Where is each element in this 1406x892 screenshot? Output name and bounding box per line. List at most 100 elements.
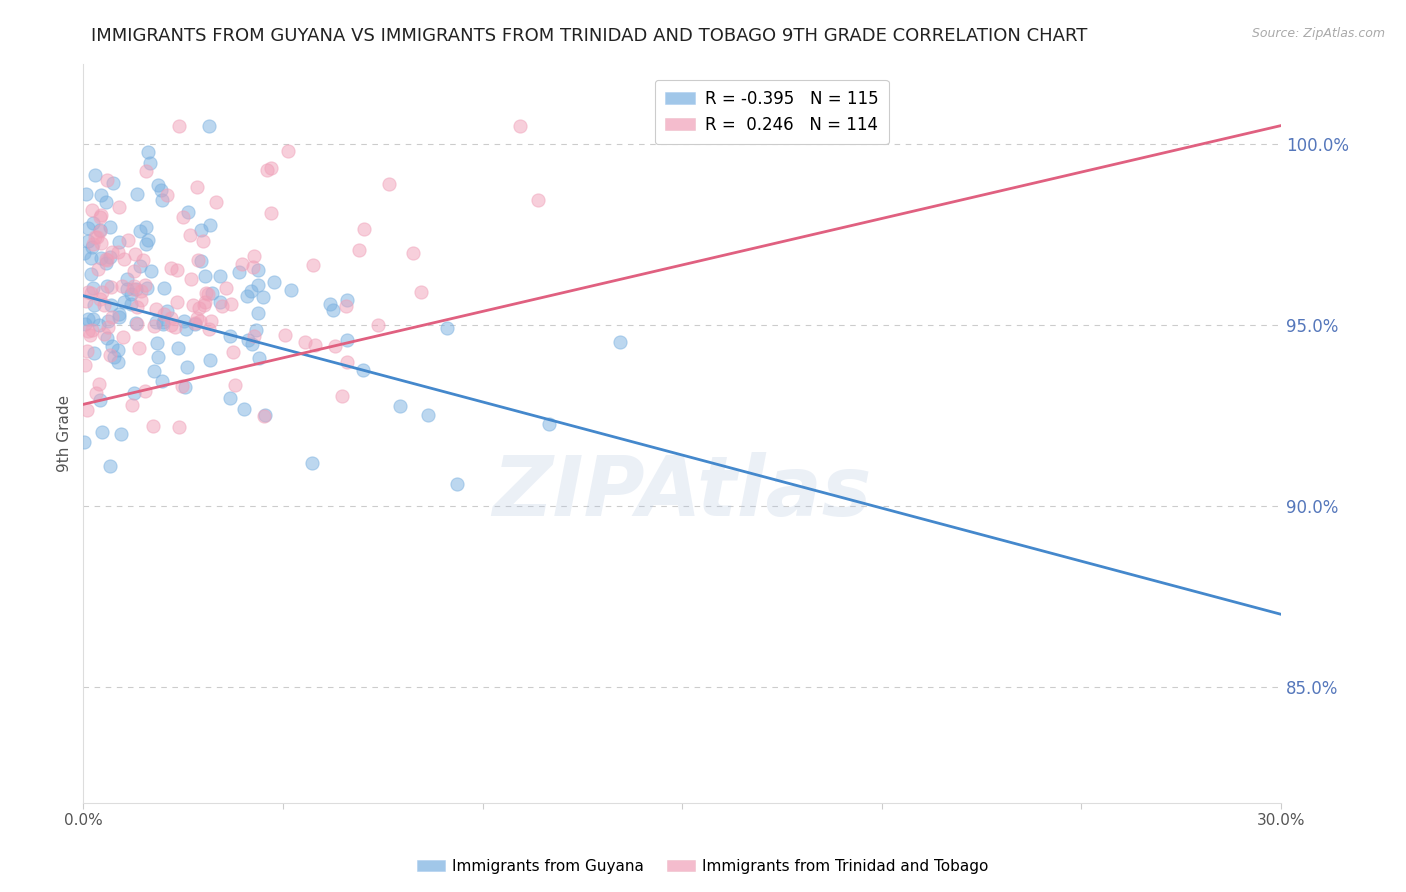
Point <box>135 281 157 295</box>
Point <box>301 456 323 470</box>
Point <box>86 230 108 244</box>
Point <box>200 314 222 328</box>
Point <box>330 389 353 403</box>
Point <box>136 145 159 160</box>
Point <box>180 272 202 286</box>
Point <box>198 119 221 133</box>
Point <box>122 282 145 296</box>
Point <box>80 202 103 217</box>
Point <box>215 281 238 295</box>
Point <box>335 299 357 313</box>
Point <box>166 262 188 277</box>
Point <box>146 335 169 350</box>
Point <box>263 275 285 289</box>
Point <box>142 418 165 433</box>
Point <box>198 352 221 367</box>
Point <box>87 318 110 333</box>
Point <box>125 186 148 201</box>
Point <box>143 319 166 334</box>
Point <box>176 205 198 219</box>
Point <box>97 320 120 334</box>
Point <box>294 334 316 349</box>
Point <box>89 392 111 407</box>
Point <box>446 476 468 491</box>
Point <box>82 216 104 230</box>
Point <box>322 303 344 318</box>
Point <box>163 320 186 334</box>
Point <box>90 236 112 251</box>
Point <box>236 289 259 303</box>
Point <box>240 336 263 351</box>
Point <box>120 297 142 311</box>
Point <box>260 161 283 176</box>
Point <box>98 348 121 362</box>
Point <box>127 317 149 331</box>
Point <box>111 330 134 344</box>
Point <box>86 262 108 277</box>
Point <box>76 312 98 326</box>
Point <box>190 254 212 268</box>
Point <box>197 322 219 336</box>
Point <box>191 235 214 249</box>
Point <box>129 284 152 298</box>
Point <box>187 301 209 315</box>
Legend: Immigrants from Guyana, Immigrants from Trinidad and Tobago: Immigrants from Guyana, Immigrants from … <box>411 853 995 880</box>
Point <box>173 313 195 327</box>
Point <box>146 350 169 364</box>
Point <box>122 263 145 277</box>
Point <box>153 307 176 321</box>
Point <box>107 244 129 259</box>
Point <box>112 252 135 266</box>
Point <box>274 327 297 342</box>
Point <box>129 260 152 274</box>
Point <box>96 172 118 186</box>
Point <box>219 391 242 405</box>
Point <box>122 386 145 401</box>
Point <box>233 401 256 416</box>
Point <box>129 293 152 307</box>
Point <box>101 244 124 259</box>
Point <box>80 267 103 281</box>
Point <box>153 281 176 295</box>
Point <box>146 178 169 192</box>
Point <box>135 236 157 251</box>
Point <box>336 355 359 369</box>
Point <box>409 285 432 299</box>
Point <box>76 344 98 359</box>
Point <box>83 346 105 360</box>
Point <box>107 200 129 214</box>
Point <box>247 278 270 293</box>
Point <box>107 310 129 324</box>
Point <box>367 318 389 332</box>
Point <box>91 285 114 300</box>
Point <box>159 311 181 326</box>
Text: Source: ZipAtlas.com: Source: ZipAtlas.com <box>1251 27 1385 40</box>
Point <box>98 458 121 473</box>
Point <box>243 249 266 263</box>
Point <box>224 378 246 392</box>
Point <box>166 295 188 310</box>
Point <box>169 420 191 434</box>
Point <box>107 355 129 369</box>
Point <box>96 253 118 268</box>
Y-axis label: 9th Grade: 9th Grade <box>58 395 72 472</box>
Point <box>128 223 150 237</box>
Point <box>188 314 211 328</box>
Point <box>101 177 124 191</box>
Point <box>132 252 155 267</box>
Point <box>204 194 226 209</box>
Point <box>152 317 174 331</box>
Point <box>246 306 269 320</box>
Point <box>141 264 163 278</box>
Point <box>231 257 253 271</box>
Point <box>103 350 125 364</box>
Point <box>209 268 232 283</box>
Point <box>159 261 181 276</box>
Point <box>80 240 103 254</box>
Point <box>211 299 233 313</box>
Point <box>93 326 115 341</box>
Point <box>260 206 283 220</box>
Point <box>253 408 276 422</box>
Point <box>125 282 148 296</box>
Point <box>347 243 370 257</box>
